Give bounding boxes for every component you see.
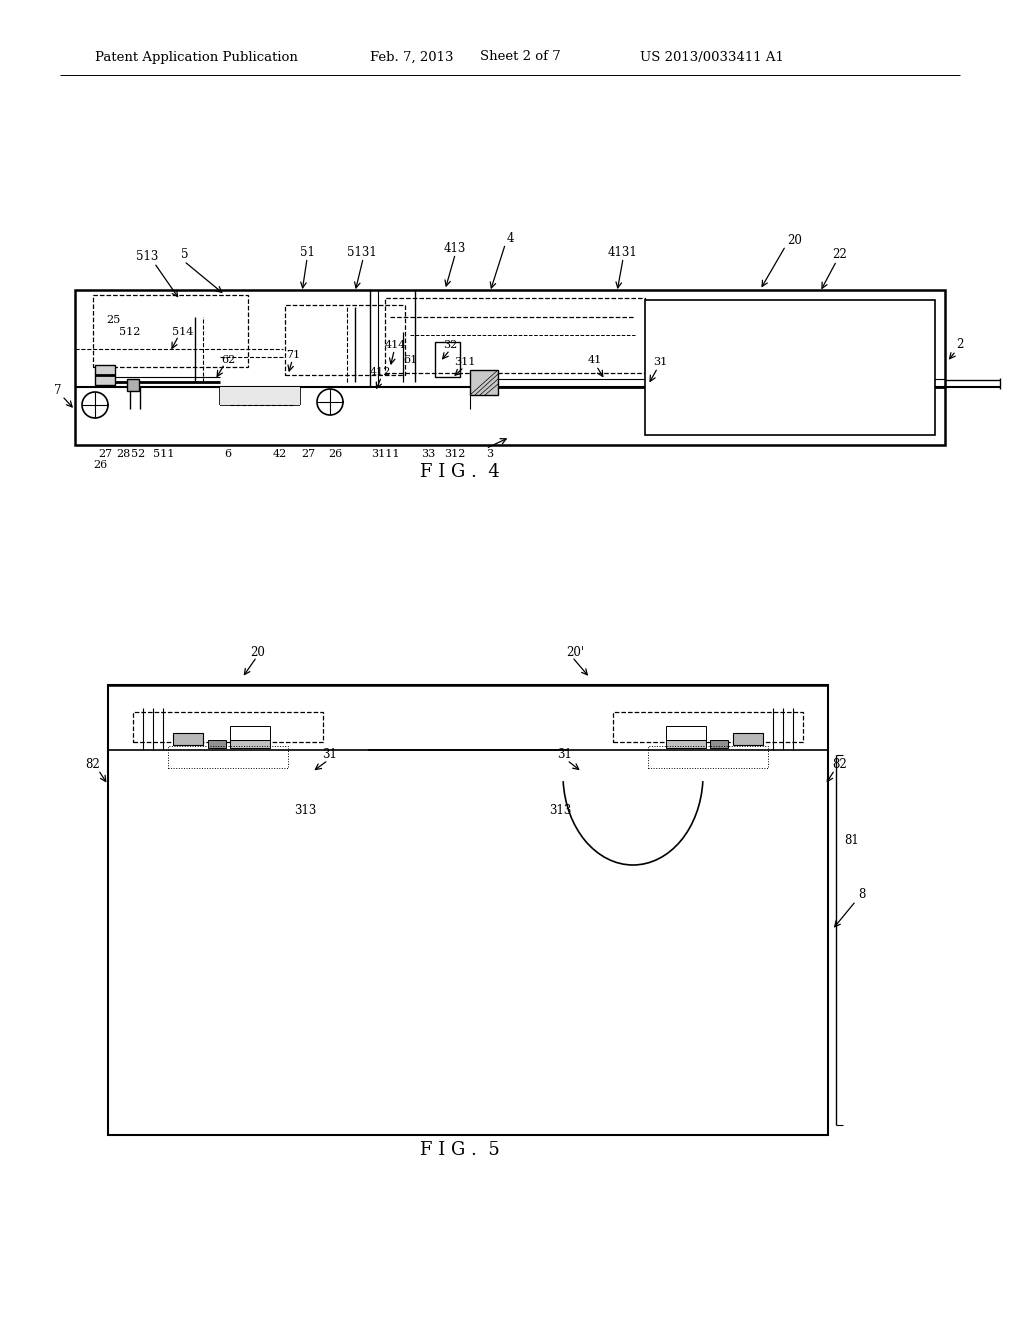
Bar bbox=[230, 726, 270, 741]
Bar bbox=[385, 298, 645, 374]
Bar bbox=[108, 685, 828, 1135]
Text: 5131: 5131 bbox=[347, 246, 377, 259]
Text: 313: 313 bbox=[294, 804, 316, 817]
Bar bbox=[220, 387, 300, 405]
Text: 413: 413 bbox=[443, 242, 466, 255]
Text: 26: 26 bbox=[93, 459, 108, 470]
Bar bbox=[613, 711, 803, 742]
Text: 312: 312 bbox=[444, 449, 466, 459]
Text: 81: 81 bbox=[845, 833, 859, 846]
Text: 4131: 4131 bbox=[608, 246, 638, 259]
Text: 412: 412 bbox=[370, 367, 391, 378]
Text: 71: 71 bbox=[286, 350, 300, 360]
Bar bbox=[127, 379, 139, 391]
Text: 42: 42 bbox=[272, 449, 287, 459]
Text: 33: 33 bbox=[421, 449, 435, 459]
Text: 61: 61 bbox=[402, 355, 417, 366]
Text: Sheet 2 of 7: Sheet 2 of 7 bbox=[480, 50, 561, 63]
Text: 512: 512 bbox=[120, 327, 140, 337]
Text: F I G .  4: F I G . 4 bbox=[420, 463, 500, 480]
Text: 3: 3 bbox=[486, 449, 494, 459]
Bar bbox=[95, 366, 115, 385]
Text: 2: 2 bbox=[956, 338, 964, 351]
Text: F I G .  5: F I G . 5 bbox=[420, 1140, 500, 1159]
Text: 28: 28 bbox=[116, 449, 130, 459]
Text: 51: 51 bbox=[300, 246, 314, 259]
Bar bbox=[648, 746, 768, 768]
Text: 27: 27 bbox=[301, 449, 315, 459]
Text: 82: 82 bbox=[833, 759, 848, 771]
Text: 62: 62 bbox=[221, 355, 236, 366]
Bar bbox=[93, 294, 248, 367]
Text: 31: 31 bbox=[653, 356, 667, 367]
Text: 31: 31 bbox=[323, 748, 338, 762]
Bar bbox=[666, 741, 706, 748]
Bar bbox=[733, 733, 763, 744]
Text: 4: 4 bbox=[506, 231, 514, 244]
Text: Patent Application Publication: Patent Application Publication bbox=[95, 50, 298, 63]
Text: 27: 27 bbox=[98, 449, 112, 459]
Text: Feb. 7, 2013: Feb. 7, 2013 bbox=[370, 50, 454, 63]
Text: 7: 7 bbox=[54, 384, 61, 396]
Text: 5: 5 bbox=[181, 248, 188, 261]
Text: 22: 22 bbox=[833, 248, 848, 261]
Text: 25: 25 bbox=[105, 315, 120, 325]
Text: 20': 20' bbox=[566, 645, 584, 659]
Text: 8: 8 bbox=[858, 888, 865, 902]
Text: 3111: 3111 bbox=[371, 449, 399, 459]
Text: 513: 513 bbox=[136, 251, 158, 264]
Bar bbox=[285, 305, 406, 375]
Text: 26: 26 bbox=[328, 449, 342, 459]
Bar bbox=[645, 300, 935, 436]
Text: 313: 313 bbox=[549, 804, 571, 817]
Bar bbox=[230, 741, 270, 748]
Text: 514: 514 bbox=[172, 327, 194, 337]
Text: 20: 20 bbox=[787, 234, 803, 247]
Text: 52: 52 bbox=[131, 449, 145, 459]
Text: 32: 32 bbox=[442, 341, 457, 350]
Bar bbox=[133, 711, 323, 742]
Bar bbox=[168, 746, 288, 768]
Bar bbox=[666, 726, 706, 741]
Bar bbox=[710, 741, 728, 748]
Text: 511: 511 bbox=[154, 449, 175, 459]
Bar bbox=[75, 290, 945, 445]
Text: 414: 414 bbox=[384, 341, 406, 350]
Text: 31: 31 bbox=[557, 748, 572, 762]
Bar bbox=[208, 741, 226, 748]
Text: 6: 6 bbox=[224, 449, 231, 459]
Bar bbox=[435, 342, 460, 378]
Text: 20: 20 bbox=[251, 645, 265, 659]
Text: 41: 41 bbox=[588, 355, 602, 366]
Bar bbox=[470, 370, 498, 395]
Bar bbox=[173, 733, 203, 744]
Text: US 2013/0033411 A1: US 2013/0033411 A1 bbox=[640, 50, 784, 63]
Text: 82: 82 bbox=[86, 759, 100, 771]
Text: 311: 311 bbox=[455, 356, 476, 367]
